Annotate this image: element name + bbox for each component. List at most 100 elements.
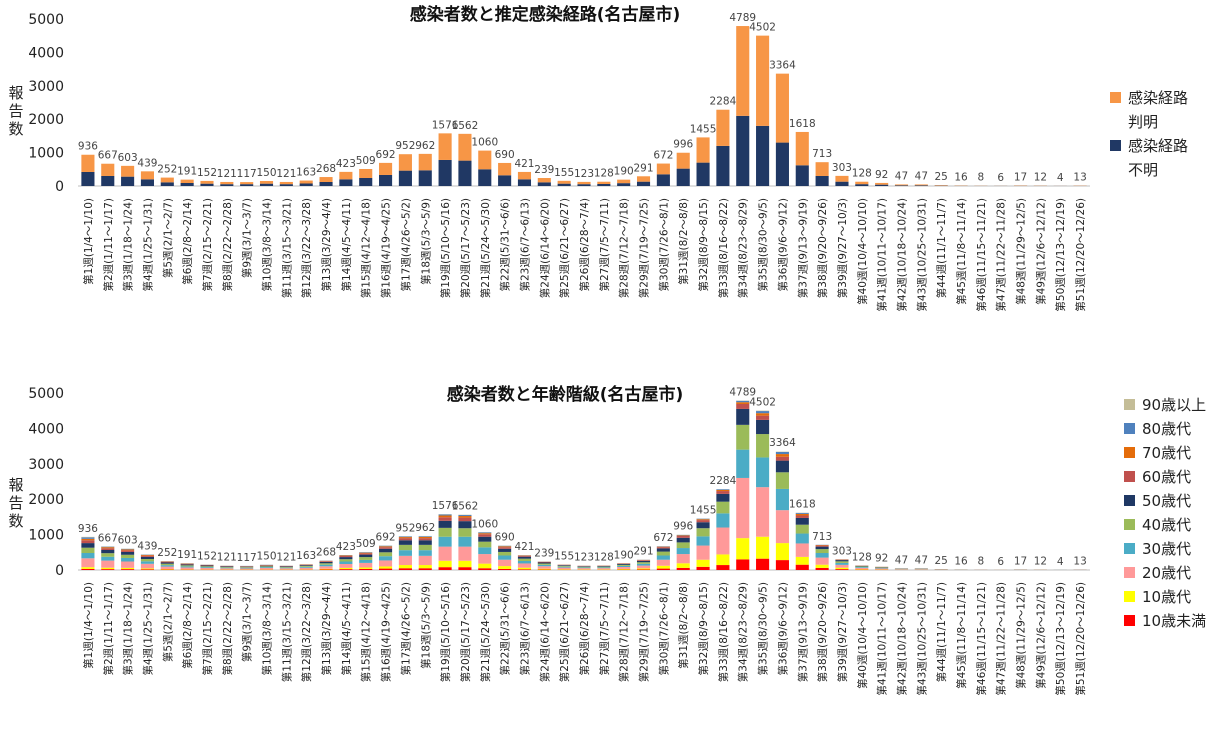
chart-route-total-label: 4502 <box>749 22 776 34</box>
chart-age-bar-segment <box>716 491 730 494</box>
chart-age-x-label: 第49週(12/6～12/12) <box>1034 582 1047 689</box>
chart-age-bar-segment <box>517 563 532 568</box>
chart-route-bar-segment <box>756 125 770 186</box>
chart-route-x-label: 第9週(3/1～3/7) <box>241 198 254 278</box>
chart-age-bar-segment <box>696 528 710 537</box>
chart-route-total-label: 692 <box>376 149 396 161</box>
chart-age-bar-segment <box>656 559 670 566</box>
chart-age-bar-segment <box>259 566 274 568</box>
chart-age-bar-segment <box>636 560 651 563</box>
chart-route-bar-segment <box>696 137 710 163</box>
chart-route-total-label: 190 <box>614 166 634 178</box>
chart-age-bar-segment <box>478 533 492 535</box>
chart-age-bar-segment <box>339 555 353 557</box>
chart-age-bar-segment <box>498 545 512 547</box>
chart-route-bar-segment <box>756 35 770 126</box>
chart-age-bar-segment <box>775 460 789 473</box>
chart-route-x-label: 第29週(7/19～7/25) <box>638 198 651 298</box>
chart-age-bar-segment <box>160 561 174 563</box>
chart-age-bar-segment <box>121 548 135 550</box>
chart-age-bar-segment <box>379 547 393 549</box>
chart-age-bar-segment <box>795 543 809 557</box>
chart-age-bar-segment <box>835 560 849 562</box>
chart-route-total-label: 421 <box>514 158 534 170</box>
chart-route-bar-segment <box>101 175 115 186</box>
chart-age-bar-segment <box>775 456 789 461</box>
chart-age-bar-segment <box>835 569 849 570</box>
chart-route-x-label: 第12週(3/22～3/28) <box>300 198 313 298</box>
chart-route-x-label: 第18週(5/3～5/9) <box>419 198 432 285</box>
chart-age-bar-segment <box>359 552 373 553</box>
chart-route-x-label: 第45週(11/8～11/14) <box>955 198 968 305</box>
chart-age-total-label: 17 <box>1014 555 1027 567</box>
chart-age-bar-segment <box>656 555 670 560</box>
chart-age-total-label: 303 <box>832 545 852 557</box>
chart-age-x-label: 第36週(9/6～9/12) <box>776 582 789 676</box>
chart-route-bar-segment <box>438 159 452 186</box>
chart-route-total-label: 117 <box>237 168 257 180</box>
chart-age-x-label: 第29週(7/19～7/25) <box>638 582 651 682</box>
chart-route-bar-segment <box>121 165 135 177</box>
chart-age-bar-segment <box>240 567 254 568</box>
chart-age-bar-segment <box>220 566 234 567</box>
chart-route-total-label: 268 <box>316 163 336 175</box>
chart-route-bar-segment <box>835 175 849 182</box>
chart-age-x-label: 第10週(3/8～3/14) <box>261 582 274 676</box>
chart-age-bar-segment <box>756 434 770 458</box>
chart-route-bar-segment <box>855 181 869 185</box>
chart-age-bar-segment <box>101 560 115 568</box>
chart-route-bar-segment <box>379 174 393 186</box>
chart-route-bar-segment <box>835 181 849 186</box>
chart-age-bar-segment <box>478 541 492 548</box>
chart-route-legend-swatch <box>1110 140 1121 151</box>
chart-age-bar-segment <box>438 560 452 568</box>
chart-age-legend-label: 10歳代 <box>1142 588 1191 606</box>
chart-route-bar-segment <box>339 179 353 186</box>
chart-route-bar-segment <box>299 183 313 186</box>
chart-age-legend-swatch <box>1124 543 1135 554</box>
chart-age-bar-segment <box>160 569 174 570</box>
chart-age-bar-segment <box>319 564 333 567</box>
chart-age-bar-segment <box>696 522 710 529</box>
chart-age-bar-segment <box>379 545 393 547</box>
chart-route-bar-segment <box>716 109 730 146</box>
chart-age-bar-segment <box>736 538 750 560</box>
chart-age-total-label: 128 <box>594 551 614 563</box>
chart-route-bar-segment <box>259 183 274 186</box>
chart-route-x-label: 第1週(1/4～1/10) <box>82 198 95 285</box>
chart-age: 感染者数と年齢階級(名古屋市) 報 告 数 0 1000 2000 3000 4000 5… <box>8 384 1206 696</box>
chart-route-total-label: 155 <box>554 167 574 179</box>
chart-age-x-label: 第27週(7/5～7/11) <box>598 582 611 676</box>
chart-age-bar-segment <box>775 488 789 511</box>
chart-route-bar-segment <box>795 131 809 166</box>
chart-age-bar-segment <box>517 560 532 564</box>
chart-age-bar-segment <box>656 546 670 548</box>
chart-route-total-label: 1618 <box>789 118 816 130</box>
chart-route-x-label: 第5週(2/1～2/7) <box>161 198 174 278</box>
chart-age-total-label: 155 <box>554 551 574 563</box>
chart-age-bar-segment <box>140 556 154 560</box>
chart-age-total-label: 4789 <box>729 386 756 398</box>
chart-route-total-label: 4789 <box>729 12 756 24</box>
chart-route-bar-segment <box>259 180 274 184</box>
chart-route-bar-segment <box>656 174 670 186</box>
chart-age-bar-segment <box>775 543 789 561</box>
chart-age-x-label: 第13週(3/29～4/4) <box>320 582 333 676</box>
chart-age-total-label: 1618 <box>789 499 816 511</box>
chart-age-bar-segment <box>815 564 829 568</box>
chart-route-total-label: 252 <box>157 164 177 176</box>
chart-age-bar-segment <box>81 567 95 569</box>
chart-age-bar-segment <box>835 564 849 568</box>
chart-age-bar-segment <box>299 565 313 567</box>
chart-age-bar-segment <box>597 566 611 567</box>
chart-age-bar-segment <box>716 527 730 555</box>
chart-age-bar-segment <box>656 565 670 569</box>
chart-age-x-label: 第25週(6/21～6/27) <box>558 582 571 682</box>
chart-age-bar-segment <box>339 569 353 570</box>
chart-age-bar-segment <box>636 569 651 570</box>
chart-route-x-label: 第8週(2/22～2/28) <box>221 198 234 292</box>
chart-route-x-label: 第20週(5/17～5/23) <box>459 198 472 298</box>
chart-route-total-label: 128 <box>594 168 614 180</box>
chart-route-total-label: 303 <box>832 162 852 174</box>
